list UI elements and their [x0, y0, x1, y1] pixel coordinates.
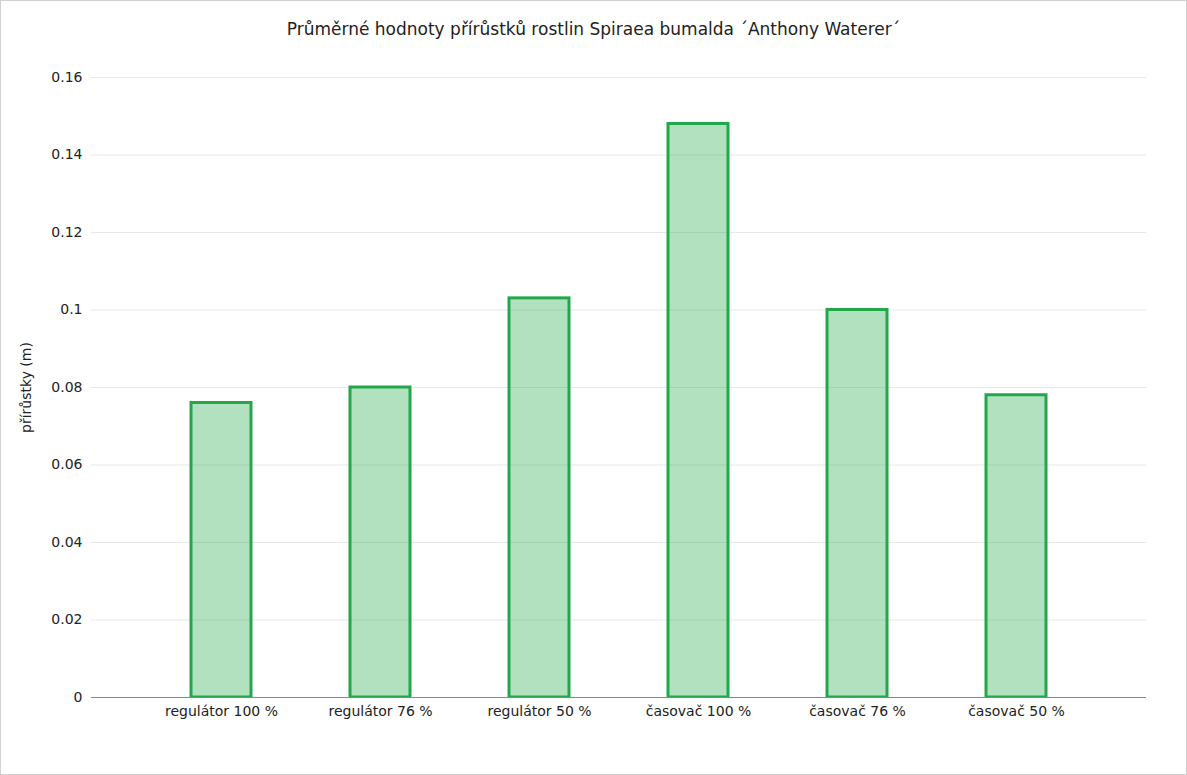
svg-text:časovač 76 %: časovač 76 %	[809, 703, 906, 719]
svg-text:0.12: 0.12	[51, 224, 82, 240]
svg-text:regulátor 100 %: regulátor 100 %	[165, 703, 278, 719]
svg-text:regulátor 50 %: regulátor 50 %	[487, 703, 591, 719]
svg-text:0.16: 0.16	[51, 69, 82, 85]
svg-text:0.06: 0.06	[51, 456, 82, 472]
html-text:Průměrné hodnoty přírůstků ros: Průměrné hodnoty přírůstků rostlin Spira…	[286, 19, 901, 39]
svg-text:0.14: 0.14	[51, 146, 82, 162]
svg-text:0.08: 0.08	[51, 379, 82, 395]
svg-text:0.02: 0.02	[51, 611, 82, 627]
svg-text:časovač 50 %: časovač 50 %	[968, 703, 1065, 719]
svg-text:časovač 100 %: časovač 100 %	[646, 703, 752, 719]
svg-text:0: 0	[74, 689, 83, 705]
svg-text:regulátor 76 %: regulátor 76 %	[328, 703, 432, 719]
svg-text:0.04: 0.04	[51, 534, 82, 550]
svg-text:0.1: 0.1	[60, 301, 82, 317]
svg-text:přírůstky (m): přírůstky (m)	[18, 342, 34, 433]
